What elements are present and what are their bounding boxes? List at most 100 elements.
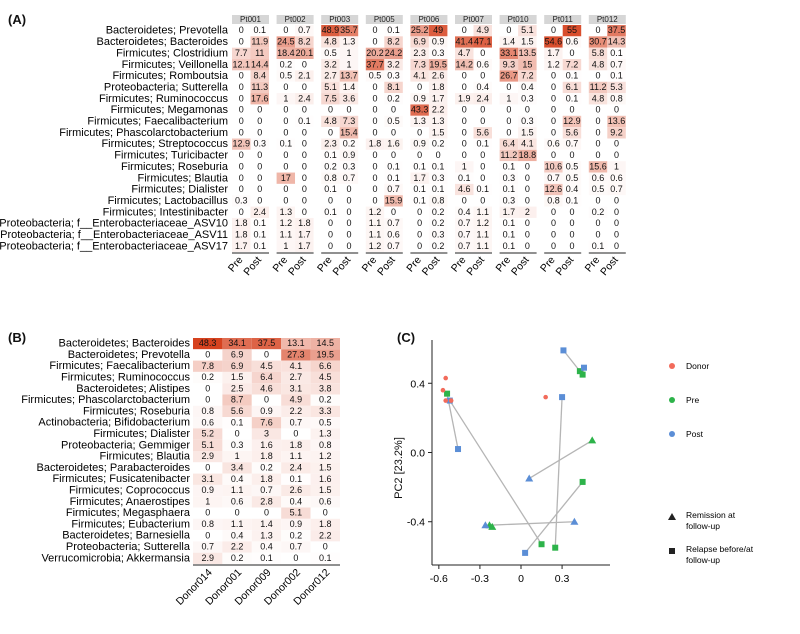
heatmap-b-cell-value: 14.5: [317, 338, 335, 348]
heatmap-a-cell-value: 0: [596, 139, 601, 149]
heatmap-a-cell: [588, 127, 608, 139]
heatmap-a-cell-value: 7.7: [235, 48, 248, 58]
heatmap-a-cell: [544, 138, 563, 150]
heatmap-a-cell-value: 0: [283, 150, 288, 160]
pca-donor-point: [448, 398, 454, 403]
heatmap-a-cell: [544, 36, 563, 48]
heatmap-b-row-label: Bacteroidetes; Alistipes: [76, 383, 190, 395]
heatmap-a-row-label: Firmicutes; Faecalibacterium: [87, 116, 228, 128]
heatmap-a-cell: [365, 25, 385, 37]
heatmap-a-cell: [321, 47, 340, 60]
heatmap-a-cell-value: 11.2: [500, 150, 517, 160]
heatmap-a-cell: [455, 127, 474, 139]
heatmap-a-cell: [607, 195, 626, 207]
heatmap-a-cell-value: 0.4: [476, 82, 489, 92]
heatmap-a-cell-value: 0: [417, 207, 422, 217]
heatmap-a-cell-value: 6.4: [503, 139, 516, 149]
heatmap-a-cell-value: 1.6: [387, 139, 400, 149]
heatmap-b-cell: [281, 541, 311, 553]
heatmap-a-cell-value: 1.3: [280, 207, 293, 217]
pca-y-tick-label: 0.0: [410, 448, 425, 460]
heatmap-b-cell: [222, 394, 252, 406]
heatmap-b-cell-value: 4.6: [260, 383, 273, 393]
heatmap-a-cell: [232, 36, 251, 48]
heatmap-a-cell-value: 0.1: [566, 71, 579, 81]
heatmap-a-cell-value: 0: [417, 218, 422, 228]
heatmap-a-cell: [276, 81, 296, 94]
heatmap-a-cell-value: 18.8: [519, 150, 537, 160]
heatmap-b-row-label: Bacteroidetes; Parabacteroides: [37, 462, 191, 474]
heatmap-a-cell: [384, 240, 403, 252]
heatmap-b-cell-value: 1.3: [319, 429, 332, 439]
heatmap-b-row-label: Proteobacteria; Sutterella: [66, 541, 191, 553]
heatmap-a-cell: [518, 25, 537, 37]
heatmap-a-cell-value: 1: [283, 241, 288, 251]
heatmap-a-patient-header: [410, 15, 448, 24]
heatmap-b-cell-value: 1.6: [260, 440, 273, 450]
heatmap-a-cell-value: 1.7: [503, 207, 516, 217]
heatmap-b-cell: [251, 439, 282, 451]
heatmap-b-cell: [251, 349, 282, 361]
heatmap-a-cell: [276, 127, 296, 139]
heatmap-a-cell: [250, 104, 269, 116]
heatmap-a-cell: [365, 81, 385, 94]
heatmap-a-cell-value: 0.1: [610, 48, 623, 58]
pca-pre-point-triangle: [588, 436, 597, 444]
heatmap-a-cell-value: 0.1: [503, 184, 516, 194]
heatmap-a-cell: [339, 81, 359, 94]
heatmap-b-cell-value: 19.5: [317, 350, 335, 360]
heatmap-b-cell-value: 0.2: [290, 530, 303, 540]
heatmap-a-cell-value: 0.3: [503, 195, 516, 205]
heatmap-b-cell-value: 1.5: [319, 485, 332, 495]
heatmap-a-cell: [562, 70, 582, 82]
heatmap-b-cell: [310, 405, 340, 418]
heatmap-a-cell-value: 0: [480, 105, 485, 115]
heatmap-a-cell-value: 5.6: [476, 127, 489, 137]
heatmap-a-cell: [473, 161, 492, 173]
heatmap-a-cell: [428, 93, 448, 105]
heatmap-a-cell-value: 33.1: [500, 48, 518, 58]
heatmap-a-cell-value: 48.9: [322, 25, 340, 35]
heatmap-b-cell: [222, 349, 252, 361]
heatmap-a-cell: [321, 172, 340, 184]
heatmap-a-cell: [339, 127, 359, 139]
heatmap-a-cell-value: 0: [569, 241, 574, 251]
heatmap-a-cell-value: 0.1: [476, 184, 489, 194]
heatmap-b-cell: [281, 371, 311, 384]
heatmap-a-cell-value: 0.7: [566, 139, 579, 149]
heatmap-a-cell: [321, 149, 340, 162]
heatmap-a-cell-value: 0.6: [610, 173, 623, 183]
heatmap-a-cell-value: 0: [614, 241, 619, 251]
heatmap-b-cell-value: 3.3: [319, 406, 332, 416]
heatmap-a-cell-value: 1.1: [369, 230, 382, 240]
heatmap-a-cell: [607, 104, 626, 116]
heatmap-a-cell: [232, 183, 251, 196]
heatmap-a-cell-value: 0: [373, 173, 378, 183]
heatmap-a-cell: [410, 59, 429, 71]
heatmap-a-cell: [588, 25, 608, 37]
heatmap-a-cell-value: 0: [551, 218, 556, 228]
heatmap-a-cell: [365, 47, 385, 60]
heatmap-a-cell-value: 0: [569, 150, 574, 160]
heatmap-a-cell: [518, 36, 537, 48]
heatmap-a-cell: [607, 138, 626, 150]
heatmap-a-cell-value: 4.9: [476, 25, 489, 35]
heatmap-a-patient-header: [365, 15, 403, 24]
heatmap-b-cell: [251, 360, 282, 372]
heatmap-a-cell-value: 0: [569, 105, 574, 115]
heatmap-a-cell: [428, 149, 448, 162]
heatmap-b-row-label: Bacteroidetes; Barnesiella: [62, 530, 191, 542]
heatmap-a-cell-value: 0: [239, 173, 244, 183]
heatmap-a-cell-value: 0: [525, 241, 530, 251]
heatmap-a-cell-value: 55: [567, 25, 577, 35]
heatmap-a-cell: [250, 36, 269, 48]
heatmap-a-cell: [250, 47, 269, 60]
heatmap-a-cell-value: 0.7: [458, 230, 471, 240]
heatmap-a-row-label: Proteobacteria; Sutterella: [104, 81, 229, 93]
heatmap-b-cell-value: 1.1: [231, 519, 244, 529]
heatmap-a-cell: [384, 195, 403, 207]
heatmap-a-cell: [428, 47, 448, 60]
heatmap-a-cell: [276, 229, 296, 241]
heatmap-b-cell-value: 2.2: [319, 530, 332, 540]
heatmap-a-row-label: Proteobacteria; f__Enterobacteriaceae_AS…: [0, 229, 228, 241]
